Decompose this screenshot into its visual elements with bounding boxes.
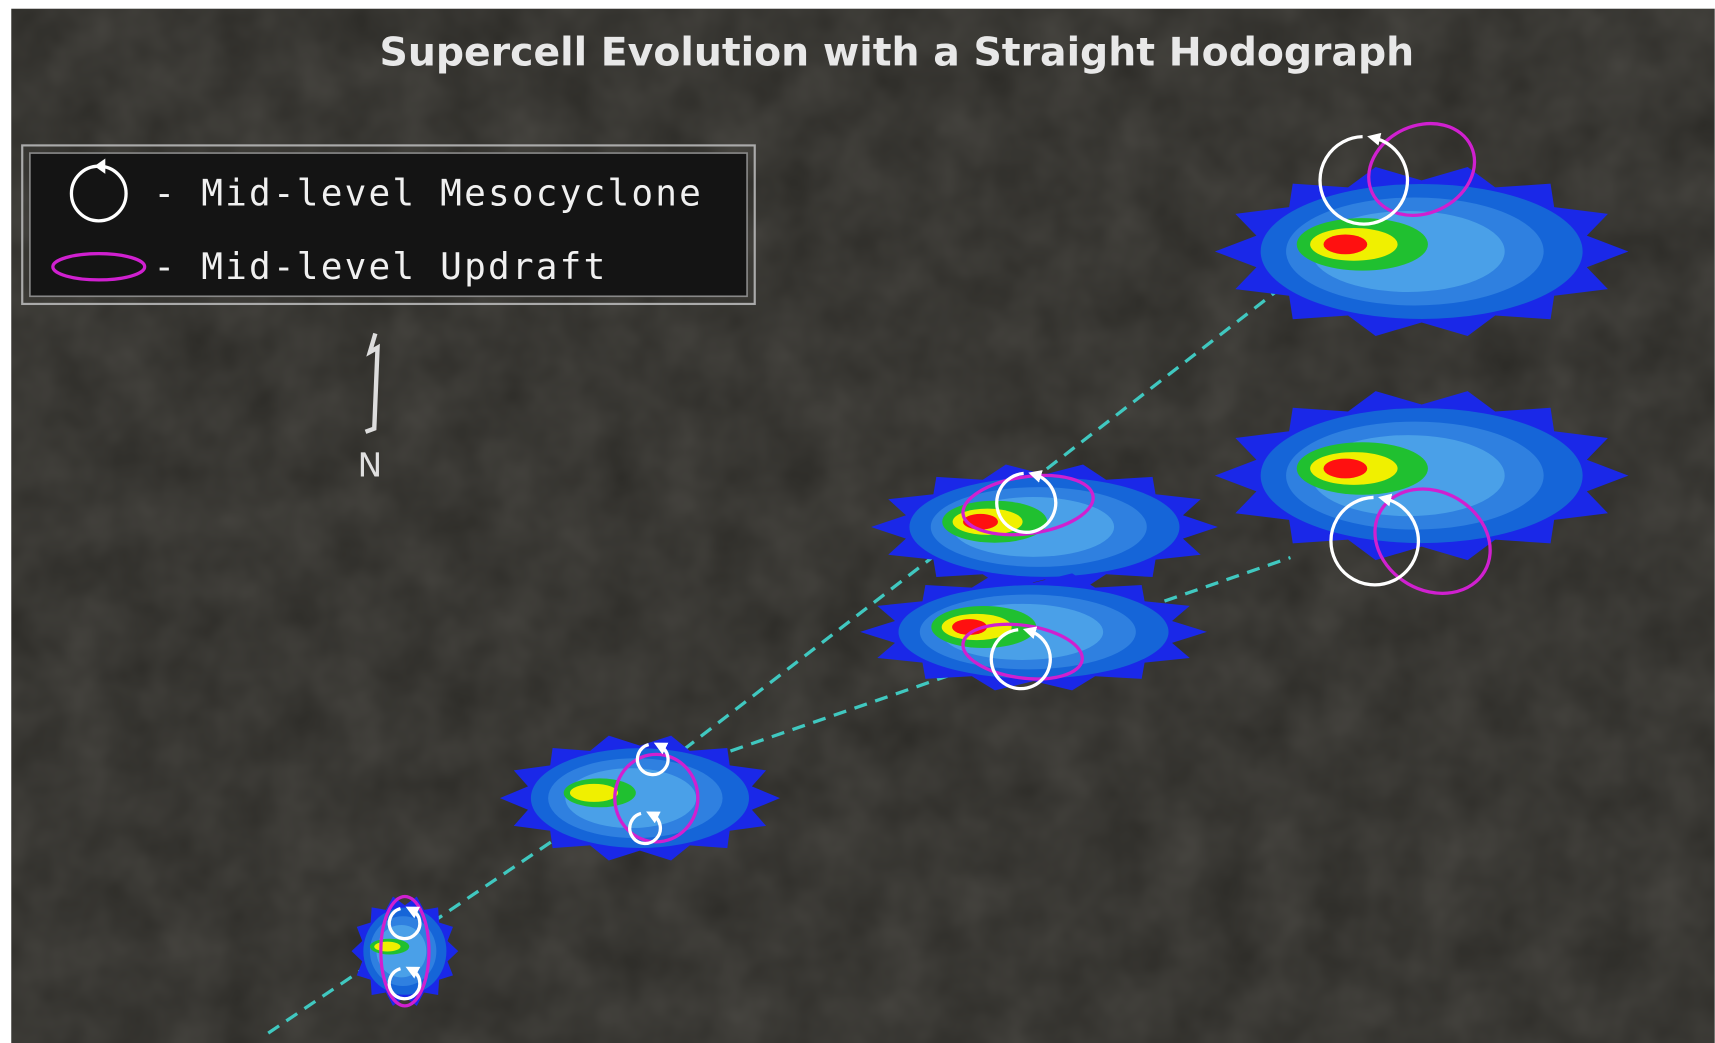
reflectivity-core [1323,458,1368,479]
mesocyclone [628,811,662,846]
storm-cell [860,573,1207,691]
mesocyclone [989,626,1052,691]
reflectivity-core [374,941,401,952]
mesocyclone [387,966,422,1001]
legend-box [29,152,748,298]
reflectivity-core [1323,234,1368,255]
updraft [1373,487,1492,595]
legend-label: - Mid-level Mesocyclone [153,173,703,215]
updraft [961,622,1084,681]
north-arrow-line [364,332,380,434]
legend-frame [21,144,756,306]
storm-cell [351,894,459,1008]
legend: - Mid-level Mesocyclone - Mid-level Updr… [21,144,756,306]
mesocyclone [387,906,422,941]
legend-label: - Mid-level Updraft [153,246,607,288]
north-label: N [358,447,383,485]
storm-cell [1214,391,1629,595]
storm-cells [351,121,1629,1008]
reflectivity-core [569,783,619,802]
updraft [379,894,431,1008]
updraft [1367,121,1477,217]
storm-cell [1214,121,1629,336]
north-arrow: N [358,332,383,485]
mesocyclone [1318,132,1410,226]
mesocyclone [995,470,1058,534]
reflectivity-core [952,619,988,635]
title: Supercell Evolution with a Straight Hodo… [380,30,1415,76]
storm-cell [499,735,780,861]
storm-cell [871,464,1218,590]
mesocyclone [635,742,670,777]
legend-arrow [94,158,106,174]
mesocyclone [1329,493,1421,587]
legend-updraft-icon [51,252,147,282]
